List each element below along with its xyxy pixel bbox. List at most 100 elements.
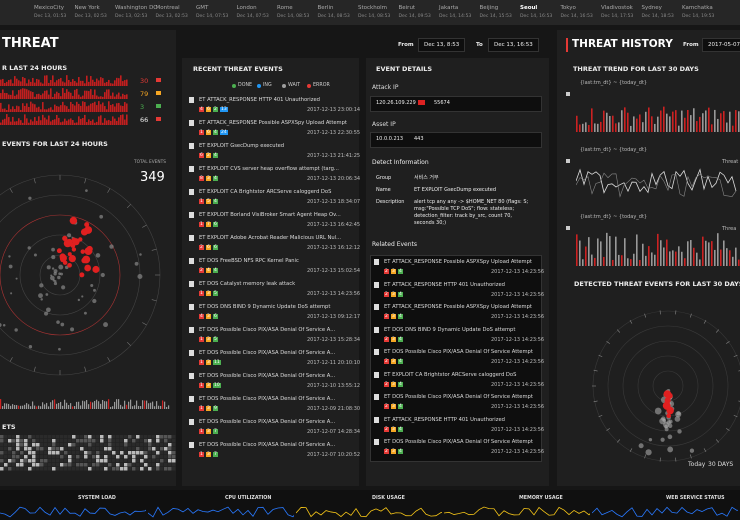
spark-bar [96, 78, 98, 86]
count-value: 79 [140, 90, 149, 98]
heat-cell [48, 443, 52, 447]
heat-cell [0, 463, 4, 467]
spark-bar [62, 121, 64, 125]
event-badge: 2 [213, 107, 218, 112]
heat-cell [148, 435, 152, 439]
spark-bar [78, 94, 80, 99]
radar-dot [39, 283, 44, 288]
strip-bar [132, 406, 134, 409]
spark-bar [120, 96, 122, 99]
event-time: 2017-12-13 14:23:56 [491, 336, 545, 343]
heat-cell [108, 463, 112, 467]
heat-cell [52, 459, 56, 463]
heat-cell [120, 467, 124, 471]
event-badge: 3 [391, 291, 396, 297]
heat-cell [64, 443, 68, 447]
trend-bar [624, 238, 626, 266]
heat-cell [160, 451, 164, 455]
radar-dot [61, 285, 66, 290]
radar-spoke [644, 313, 647, 318]
strip-bar [126, 404, 128, 409]
clock-bar [0, 0, 740, 25]
heat-cell [156, 455, 160, 459]
trend-bar [714, 249, 716, 266]
strip-bar [110, 406, 112, 409]
heat-cell [44, 435, 48, 439]
radar-ring [0, 194, 141, 356]
spark-bar [56, 114, 58, 125]
clock-time: Dec 14, 08:53 [358, 14, 391, 19]
trend-bar [675, 251, 677, 266]
event-badge: 4 [398, 336, 403, 342]
radar-dot [109, 244, 114, 249]
heat-cell [108, 443, 112, 447]
spark-bar [110, 120, 112, 125]
radar-spoke [151, 299, 157, 302]
clock-city: Sydney [641, 5, 662, 11]
spark-bar [0, 122, 2, 125]
heat-cell [144, 447, 148, 451]
spark-bar [6, 114, 8, 125]
section-title: EVENTS FOR LAST 24 HOURS [2, 140, 108, 148]
spark-bar [90, 89, 92, 99]
clock-time: Dec 14, 08:53 [317, 14, 350, 19]
heat-cell [28, 439, 32, 443]
clock-city: New York [74, 5, 100, 11]
spark-bar [114, 80, 116, 86]
heat-cell [8, 439, 12, 443]
heat-cell [108, 451, 112, 455]
spark-bar [98, 80, 100, 86]
panel-title: THREAT [2, 36, 59, 51]
legend-label: ERROR [313, 83, 330, 88]
spark-bar [58, 93, 60, 99]
heat-cell [40, 435, 44, 439]
event-time: 2017-12-10 13:55:12 [307, 383, 361, 389]
spark-bar [28, 79, 30, 86]
trend-chart [576, 106, 740, 132]
heat-cell [48, 439, 52, 443]
trend-bar [708, 242, 710, 266]
clock-city: GMT [196, 5, 209, 11]
event-badge: 2 [384, 426, 389, 432]
strip-bar [44, 404, 46, 409]
strip-bar [80, 405, 82, 409]
spark-bar [28, 90, 30, 99]
heat-cell [164, 443, 168, 447]
heat-cell [24, 463, 28, 467]
strip-bar [34, 405, 36, 409]
heat-cell [152, 451, 156, 455]
radar-spoke [9, 357, 13, 362]
heat-cell [60, 463, 64, 467]
strip-bar [28, 404, 30, 409]
status-trace [148, 506, 294, 518]
spark-bar [30, 81, 32, 86]
trend-bar [597, 123, 599, 132]
port-value: 443 [414, 136, 424, 142]
total-label: TOTAL EVENTS [134, 160, 166, 165]
spark-bar [126, 94, 128, 99]
strip-bar [146, 400, 148, 409]
spark-bar [126, 103, 128, 112]
trend-bar [615, 123, 617, 132]
count-value: 66 [140, 116, 149, 124]
heat-cell [68, 451, 72, 455]
heat-cell [44, 459, 48, 463]
spark-bar [34, 96, 36, 99]
spark-bar [52, 109, 54, 112]
heat-cell [172, 455, 176, 459]
event-badge: 6 [206, 107, 211, 112]
clock-time: Dec 13, 02:53 [155, 14, 188, 19]
event-name: ET DOS Catalyst memory leak attack [199, 281, 296, 287]
heat-cell [96, 447, 100, 451]
status-label: WEB SERVICE STATUS [666, 496, 725, 501]
heat-cell [52, 439, 56, 443]
spark-bar [12, 90, 14, 99]
spark-bar [28, 122, 30, 125]
heat-cell [160, 467, 164, 471]
event-badge: 2 [384, 336, 389, 342]
status-label: CPU UTILIZATION [225, 496, 272, 501]
heat-cell [96, 463, 100, 467]
radar-spoke [151, 248, 157, 251]
legend-dot [232, 84, 236, 88]
